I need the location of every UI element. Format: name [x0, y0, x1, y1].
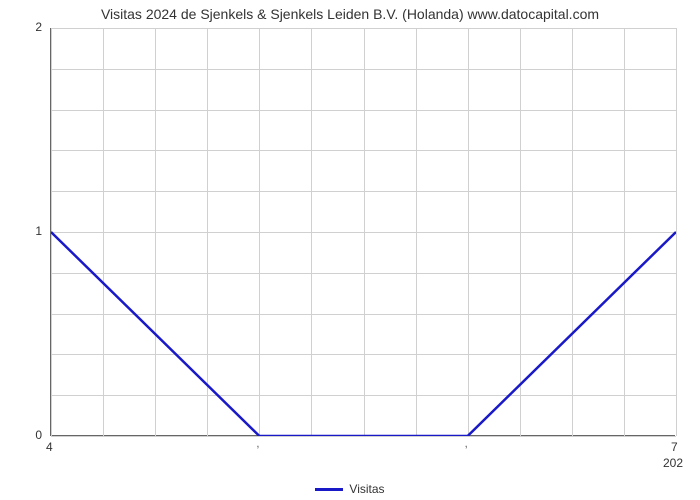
chart-title: Visitas 2024 de Sjenkels & Sjenkels Leid… [0, 6, 700, 22]
x-edge-label: 202 [663, 456, 683, 470]
gridline-horizontal [51, 436, 676, 437]
plot-area [50, 28, 675, 436]
x-tick-label: 7 [671, 440, 678, 454]
legend-swatch [315, 488, 343, 491]
y-tick-label: 0 [35, 428, 42, 442]
gridline-vertical [676, 28, 677, 436]
legend: Visitas [0, 482, 700, 496]
y-tick-label: 2 [35, 20, 42, 34]
series-line [51, 28, 676, 436]
x-tick-label: 4 [46, 440, 53, 454]
x-tick-mark: , [465, 438, 468, 450]
y-tick-label: 1 [35, 224, 42, 238]
legend-label: Visitas [349, 482, 384, 496]
x-tick-mark: , [256, 438, 259, 450]
